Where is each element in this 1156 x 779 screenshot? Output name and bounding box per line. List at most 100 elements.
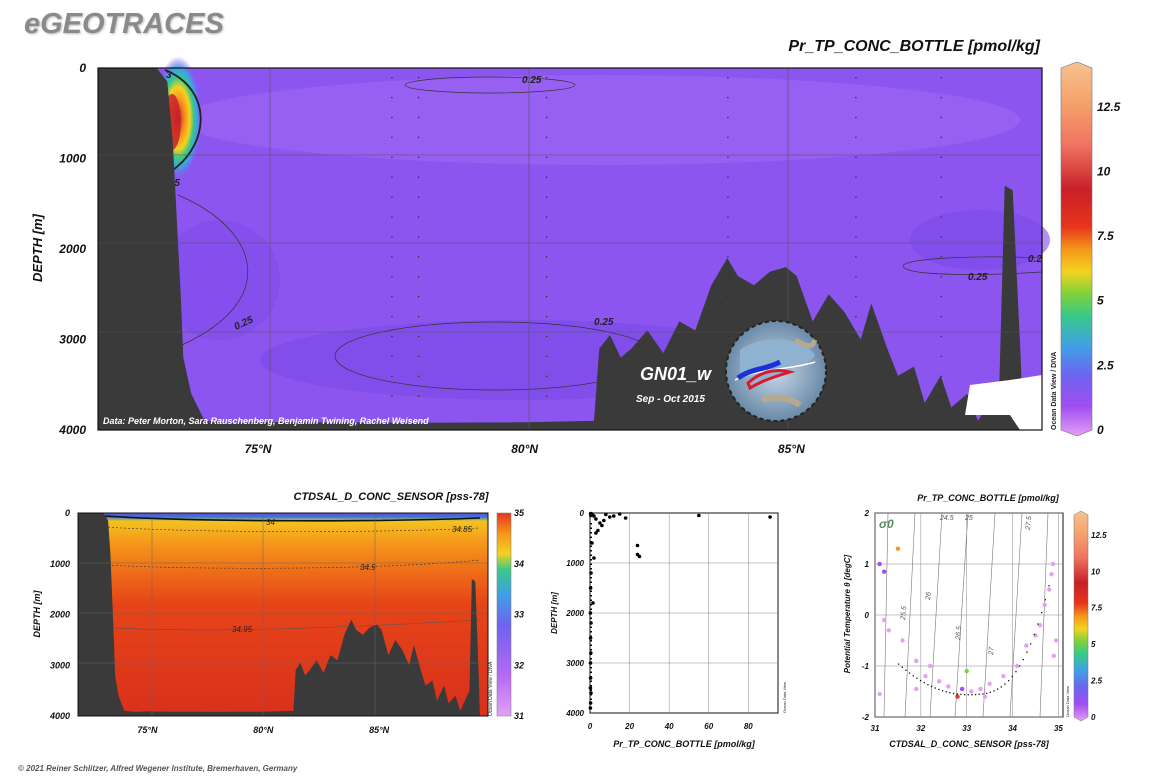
station-sample	[940, 96, 942, 99]
station-sample	[940, 276, 942, 278]
station-sample	[418, 176, 420, 178]
data-point	[985, 692, 988, 694]
data-point	[900, 638, 905, 643]
data-point	[914, 686, 919, 692]
data-point	[590, 523, 592, 525]
data-point	[919, 679, 922, 682]
data-point	[588, 636, 593, 640]
profile-data-points	[588, 511, 772, 710]
brand-title: eGEOTRACES	[24, 8, 224, 40]
station-sample	[855, 176, 857, 178]
station-sample	[391, 335, 393, 338]
station-sample	[940, 375, 942, 377]
x-tick-label: 80	[744, 722, 753, 731]
station-sample	[418, 276, 420, 278]
ts-x-axis-label: CTDSAL_D_CONC_SENSOR [pss-78]	[889, 739, 1050, 749]
station-sample	[940, 256, 942, 258]
station-sample	[546, 395, 548, 397]
station-sample	[940, 136, 942, 138]
salinity-bathymetry	[78, 513, 480, 716]
data-point	[1037, 623, 1039, 625]
station-sample	[418, 196, 420, 198]
station-sample	[418, 216, 420, 218]
station-sample	[418, 315, 420, 318]
station-sample	[418, 236, 420, 238]
isopycnal-labels: 24.5 25 25.5 26 26.5 27 27.5	[900, 515, 1033, 656]
y-tick-label: 4000	[58, 423, 86, 437]
data-point	[590, 541, 592, 543]
station-sample	[855, 216, 857, 218]
salinity-chart-title: CTDSAL_D_CONC_SENSOR [pss-78]	[294, 491, 489, 503]
data-point	[590, 572, 592, 574]
data-point	[881, 617, 887, 623]
data-point	[946, 684, 951, 689]
station-sample	[391, 216, 393, 218]
station-sample	[418, 355, 420, 357]
station-sample	[855, 136, 857, 138]
contour-label: 34.85	[452, 525, 473, 534]
data-point	[974, 693, 977, 696]
y-tick-label: 0	[79, 61, 86, 75]
main-gridlines	[98, 68, 1042, 430]
data-point	[590, 554, 592, 556]
ts-colorbar: 0 2.5 5 7.5 10 12.5	[1073, 510, 1107, 722]
data-point	[590, 599, 592, 601]
ts-y-tick-labels: -2 -1 0 1 2	[862, 509, 870, 722]
data-point	[1026, 651, 1028, 653]
station-sample	[940, 176, 942, 178]
main-field-shade	[160, 220, 280, 340]
colorbar-tick-label: 5	[1097, 294, 1104, 308]
station-sample	[940, 315, 942, 318]
station-sample	[391, 395, 393, 397]
station-sample	[727, 77, 729, 79]
station-sample	[727, 315, 729, 318]
data-point	[611, 514, 616, 518]
data-point	[963, 694, 966, 696]
data-point	[1000, 686, 1002, 688]
x-tick-label: 20	[624, 722, 634, 731]
main-chart-title: Pr_TP_CONC_BOTTLE [pmol/kg]	[788, 38, 1040, 55]
data-point	[916, 677, 918, 679]
station-sample	[546, 276, 548, 278]
data-point	[590, 698, 592, 700]
main-y-axis-label: DEPTH [m]	[30, 213, 45, 282]
data-point	[877, 691, 882, 697]
station-sample	[855, 276, 857, 278]
contour-line	[404, 76, 576, 94]
data-point	[1014, 663, 1020, 669]
salinity-y-tick-labels: 0 1000 2000 3000 4000	[49, 508, 70, 721]
data-point	[697, 513, 701, 518]
station-sample	[418, 156, 420, 158]
station-sample	[940, 335, 942, 338]
main-section-plot: 3 5 0.5 0.25 0.25 0.25 0.25 0.2 Data: Pe…	[30, 56, 1058, 456]
colorbar-tick-label: 34	[514, 559, 524, 569]
contour-label: 3	[166, 70, 172, 81]
data-point	[1033, 633, 1035, 636]
data-point	[901, 666, 903, 668]
data-point	[978, 693, 980, 696]
data-point	[960, 693, 962, 696]
data-point	[591, 601, 595, 605]
data-point	[590, 694, 592, 696]
station-sample	[855, 256, 857, 258]
profile-gridlines	[590, 513, 778, 713]
data-point	[590, 631, 592, 633]
contour-label: 34.95	[232, 625, 253, 634]
ts-data-points	[877, 546, 1059, 699]
station-sample	[391, 116, 393, 119]
data-point	[590, 617, 592, 619]
station-sample	[418, 256, 420, 258]
contour-line	[164, 69, 202, 176]
y-tick-label: 3000	[50, 660, 70, 670]
data-point	[952, 692, 955, 695]
data-point	[959, 686, 965, 692]
data-point	[590, 667, 592, 669]
contour-line	[103, 526, 481, 532]
colorbar-tick-label: 0	[1091, 713, 1096, 722]
data-point	[590, 622, 592, 624]
y-tick-label: 1	[865, 560, 870, 569]
colorbar-tick-label: 2.5	[1090, 677, 1103, 686]
data-point	[590, 676, 592, 678]
salinity-x-tick-labels: 75°N 80°N 85°N	[137, 725, 389, 735]
